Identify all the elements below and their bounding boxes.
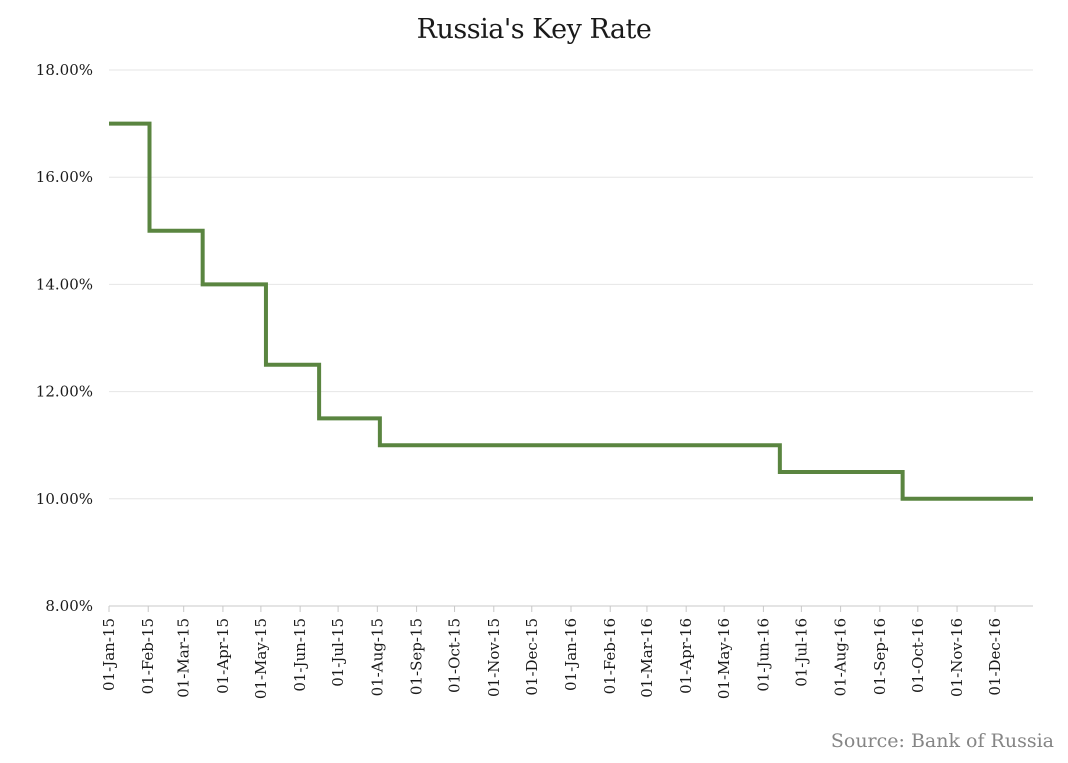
y-tick-label: 18.00% xyxy=(36,61,93,79)
x-tick-label: 01-Feb-15 xyxy=(139,618,157,694)
x-tick-label: 01-Aug-15 xyxy=(368,618,386,696)
x-tick-label: 01-Apr-16 xyxy=(677,618,695,694)
x-tick-label: 01-Dec-15 xyxy=(523,618,541,696)
source-note: Source: Bank of Russia xyxy=(830,730,1054,752)
x-tick-label: 01-Jan-15 xyxy=(100,618,118,691)
y-tick-label: 14.00% xyxy=(36,275,93,293)
x-tick-label: 01-Nov-15 xyxy=(485,618,503,697)
x-tick-label: 01-Nov-16 xyxy=(948,618,966,697)
x-tick-label: 01-Mar-16 xyxy=(638,618,656,698)
x-tick-label: 01-Feb-16 xyxy=(601,618,619,694)
x-tick-label: 01-Jun-15 xyxy=(291,618,309,692)
y-tick-label: 16.00% xyxy=(36,168,93,186)
y-tick-label: 8.00% xyxy=(45,597,93,615)
x-tick-label: 01-Sep-15 xyxy=(408,618,426,695)
x-tick-label: 01-Oct-15 xyxy=(446,618,464,693)
key-rate-line xyxy=(109,121,1033,501)
y-axis: 8.00% 10.00% 12.00% 14.00% 16.00% 18.00% xyxy=(36,61,93,615)
x-tick-label: 01-Sep-16 xyxy=(871,618,889,695)
x-tick-label: 01-Oct-16 xyxy=(909,618,927,693)
x-tick-label: 01-Aug-16 xyxy=(832,618,850,696)
x-tick-label: 01-Dec-16 xyxy=(986,618,1004,696)
x-tick-label: 01-Apr-15 xyxy=(214,618,232,694)
x-tick-label: 01-May-16 xyxy=(715,618,733,699)
series-key-rate xyxy=(109,121,1033,501)
x-tick-label: 01-May-15 xyxy=(252,618,270,699)
x-tick-label: 01-Jul-16 xyxy=(792,618,810,687)
x-tick-label: 01-Jun-16 xyxy=(754,618,772,692)
x-axis: 01-Jan-15 01-Feb-15 01-Mar-15 01-Apr-15 01-M… xyxy=(100,605,1033,699)
y-tick-label: 10.00% xyxy=(36,490,93,508)
x-tick-label: 01-Jan-16 xyxy=(562,618,580,691)
x-tick-label: 01-Jul-15 xyxy=(329,618,347,687)
chart-title: Russia's Key Rate xyxy=(416,14,652,45)
x-tick-label: 01-Mar-15 xyxy=(175,618,193,698)
y-tick-label: 12.00% xyxy=(36,383,93,401)
